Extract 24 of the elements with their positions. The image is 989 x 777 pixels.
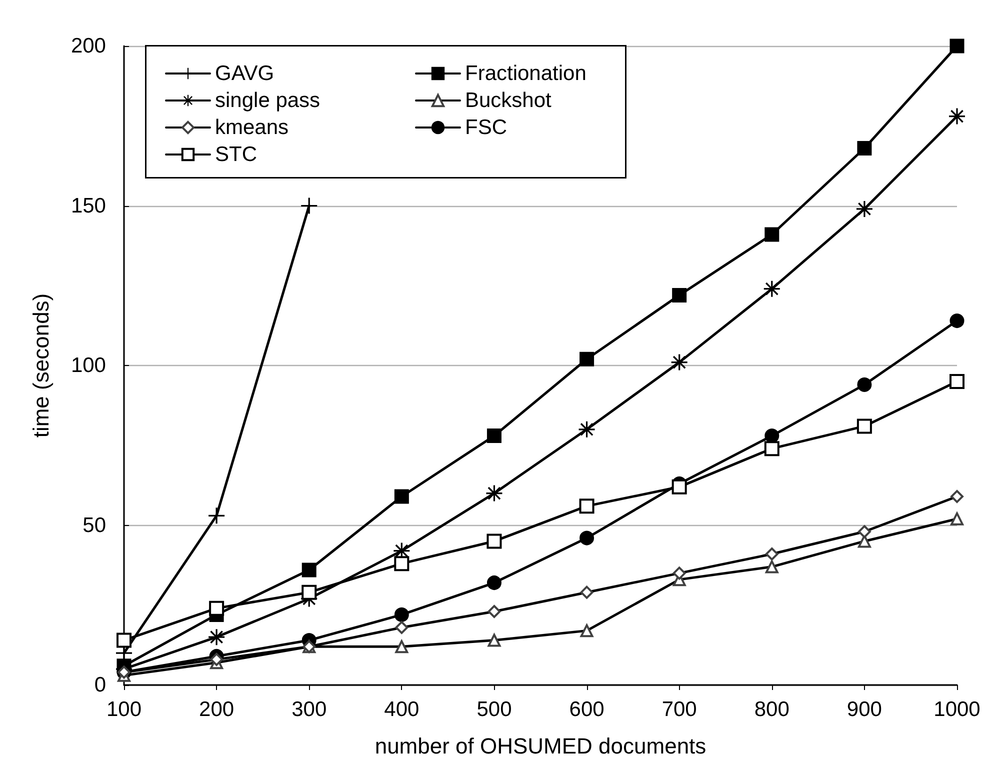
legend-label: GAVG — [215, 62, 274, 85]
legend-label: Fractionation — [465, 62, 586, 85]
x-tick-label: 1000 — [934, 698, 980, 721]
x-axis-title: number of OHSUMED documents — [374, 734, 706, 758]
x-tick-label: 800 — [754, 698, 790, 721]
x-tick-label: 600 — [569, 698, 604, 721]
y-tick-label: 100 — [70, 354, 106, 377]
legend-label: single pass — [215, 89, 320, 112]
y-axis-title: time (seconds) — [28, 293, 54, 438]
x-tick-label: 500 — [476, 698, 512, 721]
legend-label: kmeans — [215, 116, 289, 139]
x-tick-label: 300 — [292, 698, 327, 721]
y-tick-label: 0 — [94, 674, 106, 696]
y-tick-label: 200 — [70, 34, 106, 58]
y-tick-label: 150 — [70, 194, 106, 218]
y-tick-label: 50 — [82, 514, 106, 537]
legend-label: STC — [215, 143, 257, 166]
legend-label: Buckshot — [465, 89, 552, 112]
x-tick-label: 400 — [384, 698, 420, 721]
x-tick-label: 700 — [662, 698, 697, 721]
x-tick-label: 200 — [199, 698, 234, 721]
x-tick-label: 100 — [106, 698, 142, 721]
x-tick-label: 900 — [846, 698, 882, 721]
legend-label: FSC — [465, 116, 507, 139]
